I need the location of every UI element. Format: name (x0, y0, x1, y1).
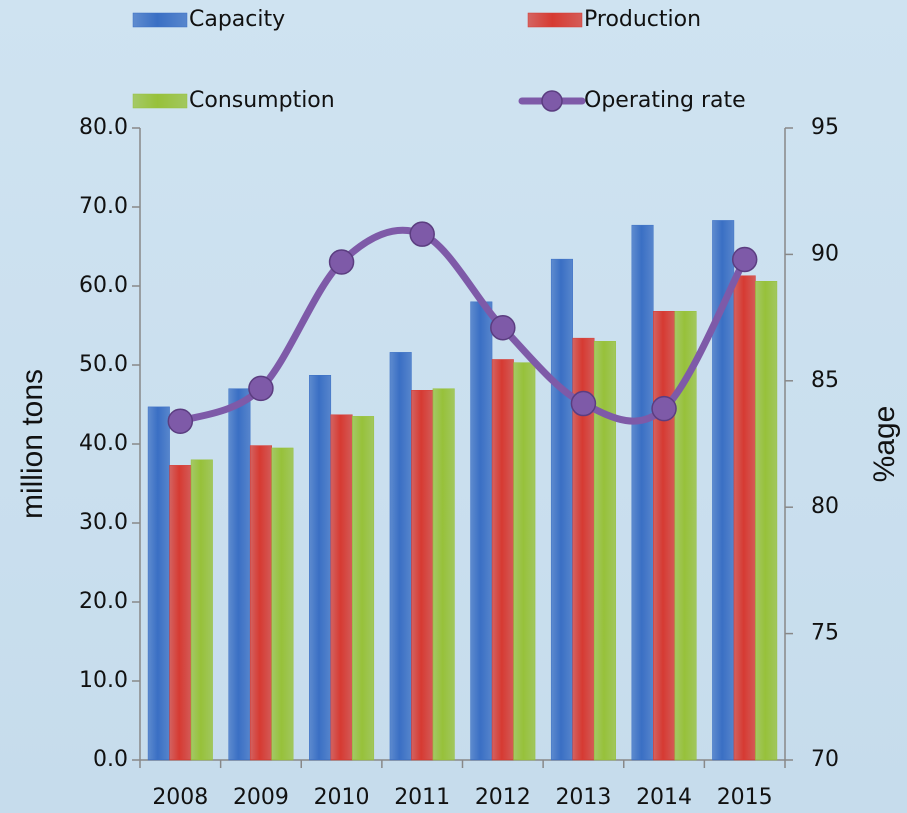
line-marker (328, 249, 355, 275)
legend-label: Production (584, 7, 701, 32)
bar (309, 375, 332, 761)
y-tick-label: 80.0 (79, 115, 128, 140)
bar (755, 281, 778, 761)
bar (513, 362, 536, 761)
y2-tick-label: 80 (811, 494, 839, 519)
legend-swatch (132, 12, 188, 28)
legend-label: Consumption (189, 88, 335, 113)
y-tick-label: 0.0 (93, 747, 128, 772)
y-axis-title: million tons (16, 369, 49, 519)
bar (228, 388, 251, 761)
bar (733, 275, 756, 761)
bar (470, 301, 493, 761)
legend-swatch (527, 12, 583, 28)
bar (249, 445, 272, 761)
bar (352, 416, 375, 761)
line-marker (651, 395, 677, 422)
line-marker (570, 390, 597, 417)
legend-swatch (132, 93, 188, 109)
bar (389, 352, 412, 761)
y2-tick-label: 95 (811, 115, 839, 140)
x-tick-label: 2009 (233, 785, 289, 810)
bar (550, 258, 573, 761)
y-tick-label: 30.0 (79, 510, 128, 535)
y-tick-label: 40.0 (79, 431, 128, 456)
bar (147, 406, 170, 761)
y-tick-label: 50.0 (79, 352, 128, 377)
legend-swatch-marker (541, 90, 563, 112)
bar (271, 447, 294, 761)
bar (432, 388, 455, 761)
line-marker (167, 408, 194, 434)
y-tick-label: 70.0 (79, 194, 128, 219)
bar (411, 390, 434, 761)
y-tick-label: 20.0 (79, 589, 128, 614)
line-marker (731, 246, 758, 273)
x-tick-label: 2012 (475, 785, 531, 810)
x-tick-label: 2011 (394, 785, 450, 810)
x-tick-label: 2014 (636, 785, 692, 810)
bar (190, 459, 213, 761)
line-marker (409, 221, 435, 247)
line-marker (490, 314, 516, 341)
x-tick-label: 2015 (717, 785, 773, 810)
bar (330, 414, 353, 761)
bar (491, 359, 514, 761)
bar (674, 311, 697, 761)
legend-label: Operating rate (584, 88, 746, 113)
y2-tick-label: 70 (811, 747, 839, 772)
y2-tick-label: 85 (811, 368, 839, 393)
bar (593, 341, 616, 761)
y-tick-label: 60.0 (79, 273, 128, 298)
y-tick-label: 10.0 (79, 668, 128, 693)
y2-axis-title: %age (868, 406, 901, 483)
x-tick-label: 2013 (555, 785, 611, 810)
y2-tick-label: 90 (811, 241, 839, 266)
x-tick-label: 2010 (314, 785, 370, 810)
bar (169, 465, 192, 761)
bar (653, 311, 676, 761)
line-marker (248, 375, 274, 402)
x-tick-label: 2008 (152, 785, 208, 810)
y2-tick-label: 75 (811, 621, 839, 646)
bar (631, 224, 654, 761)
legend-label: Capacity (189, 7, 285, 32)
